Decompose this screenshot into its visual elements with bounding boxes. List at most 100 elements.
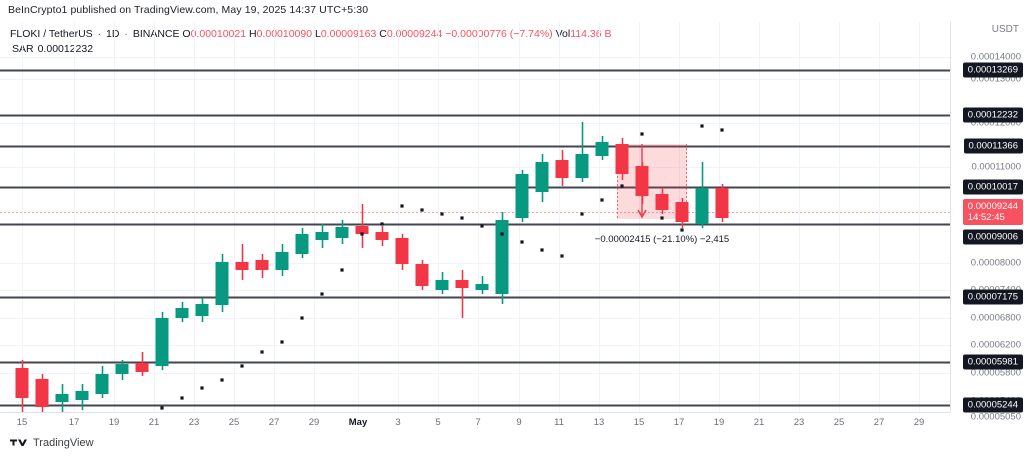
legend-high-key: H bbox=[249, 28, 257, 40]
candle-body[interactable] bbox=[115, 364, 129, 374]
candle-body[interactable] bbox=[635, 166, 649, 196]
time-axis-tick: 17 bbox=[673, 417, 685, 428]
candle-body[interactable] bbox=[435, 280, 449, 290]
price-level-badge[interactable]: 0.00012232 bbox=[962, 107, 1023, 123]
legend-low-value: 0.00009163 bbox=[320, 28, 377, 40]
current-price-badge[interactable]: 0.00009244 14:52:45 bbox=[962, 199, 1023, 225]
sar-dot bbox=[160, 406, 164, 410]
candle-body[interactable] bbox=[295, 234, 309, 254]
grid-lines bbox=[0, 22, 950, 412]
legend-change-absolute: −0.00000776 bbox=[445, 28, 507, 40]
legend-high-value: 0.00010090 bbox=[256, 28, 313, 40]
sar-dot bbox=[440, 212, 444, 216]
sar-dot bbox=[300, 316, 304, 320]
candle-body[interactable] bbox=[575, 154, 589, 178]
candle-body[interactable] bbox=[235, 262, 249, 270]
candle-body[interactable] bbox=[75, 391, 89, 400]
sar-dot bbox=[480, 224, 484, 228]
price-level-lines bbox=[0, 69, 950, 407]
price-level-badge[interactable]: 0.00010017 bbox=[962, 179, 1023, 195]
measurement-arrow-head bbox=[637, 209, 647, 219]
candle-body[interactable] bbox=[195, 304, 209, 316]
sar-dot bbox=[320, 292, 324, 296]
candle-body[interactable] bbox=[555, 160, 569, 178]
sar-dot bbox=[200, 386, 204, 390]
legend-low-key: L bbox=[315, 28, 321, 40]
time-axis-tick: 29 bbox=[308, 417, 320, 428]
price-level-badge[interactable]: 0.00005981 bbox=[962, 354, 1023, 370]
candle-body[interactable] bbox=[475, 284, 489, 290]
time-axis-tick: 19 bbox=[713, 417, 725, 428]
candle-body[interactable] bbox=[275, 252, 289, 270]
candle-body[interactable] bbox=[315, 232, 329, 240]
price-level-badge[interactable]: 0.00005244 bbox=[962, 397, 1023, 413]
price-level-badge[interactable]: 0.00009006 bbox=[962, 229, 1023, 245]
legend-volume-value: 114.36 B bbox=[570, 28, 612, 40]
price-level-badge[interactable]: 0.00013269 bbox=[962, 62, 1023, 78]
candle-body[interactable] bbox=[155, 318, 169, 366]
sar-dot bbox=[360, 232, 364, 236]
sar-dot bbox=[600, 198, 604, 202]
candle-body[interactable] bbox=[535, 162, 549, 192]
candle-body[interactable] bbox=[595, 142, 609, 156]
legend-symbol[interactable]: FLOKI / TetherUS bbox=[10, 28, 93, 40]
candle-body[interactable] bbox=[515, 174, 529, 218]
candle-body[interactable] bbox=[175, 308, 189, 318]
candle-body[interactable] bbox=[135, 363, 149, 372]
candlestick-svg bbox=[0, 22, 950, 412]
price-axis[interactable]: USDT 0.00014000 0.00013000 0.00012000 0.000… bbox=[950, 22, 1024, 423]
legend-interval[interactable]: 1D bbox=[106, 28, 120, 40]
time-axis-tick: May bbox=[348, 417, 368, 428]
sar-dot bbox=[260, 350, 264, 354]
candle-body[interactable] bbox=[715, 188, 729, 218]
price-axis-tick: 0.00013000 bbox=[970, 73, 1021, 85]
sar-dot bbox=[380, 222, 384, 226]
time-axis[interactable]: 15 17 19 21 23 25 27 29 May 3 5 7 9 11 13 15 17 19 21 23 25 2… bbox=[0, 412, 950, 435]
candle-body[interactable] bbox=[375, 232, 389, 240]
candle-body[interactable] bbox=[55, 394, 69, 402]
time-axis-tick: 15 bbox=[16, 417, 28, 428]
time-axis-tick: 19 bbox=[108, 417, 120, 428]
candle-body[interactable] bbox=[355, 226, 369, 234]
time-axis-tick: 3 bbox=[395, 417, 401, 428]
candle-body[interactable] bbox=[615, 144, 629, 174]
measurement-box[interactable] bbox=[617, 144, 687, 219]
time-axis-tick: 27 bbox=[268, 417, 280, 428]
measurement-tool[interactable] bbox=[617, 144, 687, 219]
candle-body[interactable] bbox=[35, 379, 49, 407]
chart-legend: FLOKI / TetherUS · 1D · BINANCE O0.00010… bbox=[10, 27, 612, 55]
candle-body[interactable] bbox=[455, 280, 469, 288]
price-level-badge[interactable]: 0.00011366 bbox=[963, 138, 1023, 154]
time-axis-tick: 17 bbox=[68, 417, 80, 428]
time-axis-tick: 25 bbox=[228, 417, 240, 428]
candle-body[interactable] bbox=[675, 202, 689, 222]
price-axis-tick: 0.00005800 bbox=[970, 367, 1021, 379]
candle-body[interactable] bbox=[495, 220, 509, 294]
time-axis-tick: 13 bbox=[593, 417, 605, 428]
candle-body[interactable] bbox=[15, 368, 29, 398]
sar-dot bbox=[620, 184, 624, 188]
candle-body[interactable] bbox=[655, 194, 669, 210]
sar-dot bbox=[580, 212, 584, 216]
candle-body[interactable] bbox=[215, 262, 229, 305]
candle-body[interactable] bbox=[415, 264, 429, 286]
tradingview-footer: TradingView bbox=[10, 437, 94, 449]
candle-body[interactable] bbox=[335, 227, 349, 238]
time-axis-tick: 29 bbox=[913, 417, 925, 428]
current-price-value: 0.00009244 bbox=[967, 201, 1018, 212]
chart-plot-area[interactable]: −0.00002415 (−21.10%) −2,415 bbox=[0, 22, 950, 412]
candle-body[interactable] bbox=[695, 188, 709, 224]
candle-body[interactable] bbox=[395, 238, 409, 264]
sar-dot bbox=[640, 132, 644, 136]
candle-body[interactable] bbox=[95, 374, 109, 394]
price-axis-tick: 0.00005050 bbox=[970, 411, 1021, 423]
legend-sep-2: · bbox=[121, 28, 131, 40]
time-axis-tick: 9 bbox=[516, 417, 522, 428]
price-level-badge[interactable]: 0.00007175 bbox=[962, 289, 1023, 305]
legend-close-value: 0.00009244 bbox=[386, 28, 443, 40]
candle-body[interactable] bbox=[255, 260, 269, 270]
sar-dot bbox=[420, 208, 424, 212]
time-axis-tick: 23 bbox=[793, 417, 805, 428]
time-axis-tick: 27 bbox=[873, 417, 885, 428]
